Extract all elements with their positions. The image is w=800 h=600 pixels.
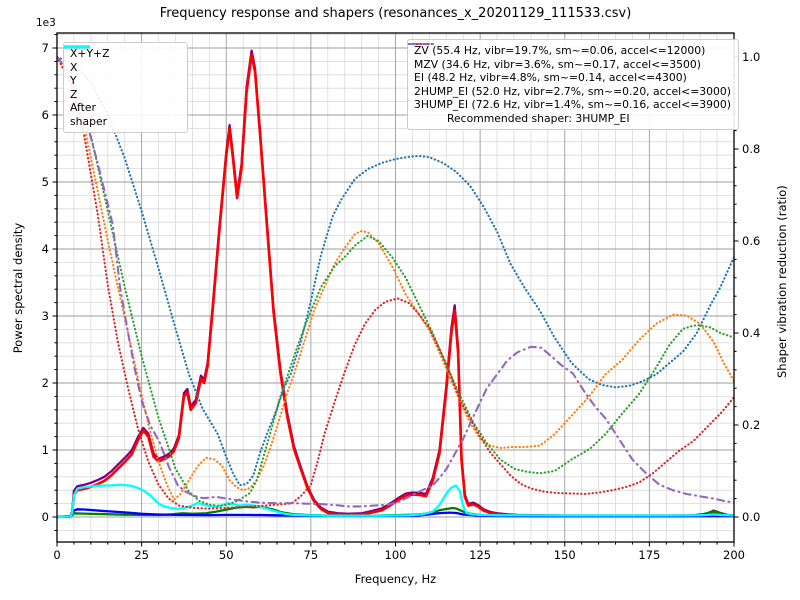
axis-ticks — [52, 34, 739, 547]
psd-legend: X+Y+Z X Y Z After shaper — [63, 42, 188, 133]
svg-text:25: 25 — [134, 548, 149, 562]
axis-multiplier-text: 1e3 — [36, 17, 56, 29]
x-axis-label: Frequency, Hz — [354, 572, 437, 586]
legend-swatch-solid-icon — [64, 45, 90, 49]
legend-item: MZV (34.6 Hz, vibr=3.6%, sm~=0.17, accel… — [408, 42, 731, 72]
svg-text:3: 3 — [42, 309, 49, 323]
legend-item-label: ZV (55.4 Hz, vibr=19.7%, sm~=0.06, accel… — [414, 44, 706, 57]
svg-text:125: 125 — [469, 548, 491, 562]
svg-text:0.8: 0.8 — [742, 142, 760, 156]
y-axis-right-label: Shaper vibration reduction (ratio) — [775, 185, 789, 378]
svg-text:6: 6 — [42, 108, 49, 122]
legend-item-label: Y — [70, 74, 77, 88]
legend-item-label: After shaper — [70, 101, 108, 128]
svg-text:0.0: 0.0 — [742, 510, 760, 524]
series-mzv — [57, 55, 734, 501]
svg-text:0.2: 0.2 — [742, 418, 760, 432]
legend-item: After shaper — [64, 45, 180, 128]
svg-text:5: 5 — [42, 175, 49, 189]
shaper-legend: ZV (55.4 Hz, vibr=19.7%, sm~=0.06, accel… — [407, 39, 739, 130]
legend-item: Z — [64, 45, 180, 102]
svg-text:0.6: 0.6 — [742, 234, 760, 248]
figure-title: Frequency response and shapers (resonanc… — [159, 6, 632, 21]
svg-text:1: 1 — [42, 443, 49, 457]
series-3hump_ei — [57, 55, 734, 508]
series-after-shaper — [57, 483, 734, 519]
svg-text:100: 100 — [385, 548, 407, 562]
legend-item-label: 3HUMP_EI (72.6 Hz, vibr=1.4%, sm~=0.16, … — [414, 98, 731, 112]
legend-item-label: X+Y+Z — [70, 47, 110, 60]
legend-item-label: EI (48.2 Hz, vibr=4.8%, sm~=0.14, accel<… — [414, 71, 687, 85]
svg-text:7: 7 — [42, 41, 49, 55]
svg-text:1.0: 1.0 — [742, 50, 760, 64]
recommended-shaper-text: Recommended shaper: 3HUMP_EI — [447, 111, 630, 125]
legend-item: X — [64, 45, 180, 75]
y-axis-left-label: Power spectral density — [11, 222, 25, 354]
legend-item: EI (48.2 Hz, vibr=4.8%, sm~=0.14, accel<… — [408, 42, 731, 85]
svg-text:75: 75 — [304, 548, 319, 562]
series-2hump_ei — [57, 55, 734, 510]
series-x — [57, 53, 734, 519]
svg-text:150: 150 — [554, 548, 576, 562]
legend-item: 2HUMP_EI (52.0 Hz, vibr=2.7%, sm~=0.20, … — [408, 42, 731, 99]
legend-item-label: MZV (34.6 Hz, vibr=3.6%, sm~=0.17, accel… — [414, 57, 701, 71]
legend-item: 3HUMP_EI (72.6 Hz, vibr=1.4%, sm~=0.16, … — [408, 42, 731, 112]
legend-item: ZV (55.4 Hz, vibr=19.7%, sm~=0.06, accel… — [408, 42, 731, 58]
svg-text:0.4: 0.4 — [742, 326, 760, 340]
svg-text:50: 50 — [219, 548, 234, 562]
svg-text:0: 0 — [42, 510, 49, 524]
svg-text:4: 4 — [42, 242, 49, 256]
svg-text:2: 2 — [42, 376, 49, 390]
tick-labels: 0 25 50 75 100 125 150 175 200 0 1 2 3 4 5 6 7 0.0 0.2 0.4 0… — [42, 41, 761, 562]
legend-item-label: Z — [70, 87, 78, 101]
legend-item-label: X — [70, 60, 78, 74]
legend-item-label: 2HUMP_EI (52.0 Hz, vibr=2.7%, sm~=0.20, … — [414, 84, 731, 98]
series-zv — [57, 55, 734, 487]
legend-swatch-dashdot-icon — [408, 42, 434, 46]
svg-text:175: 175 — [638, 548, 660, 562]
svg-text:200: 200 — [723, 548, 745, 562]
svg-text:0: 0 — [53, 548, 60, 562]
legend-item: Y — [64, 45, 180, 88]
series-ei — [57, 55, 734, 508]
